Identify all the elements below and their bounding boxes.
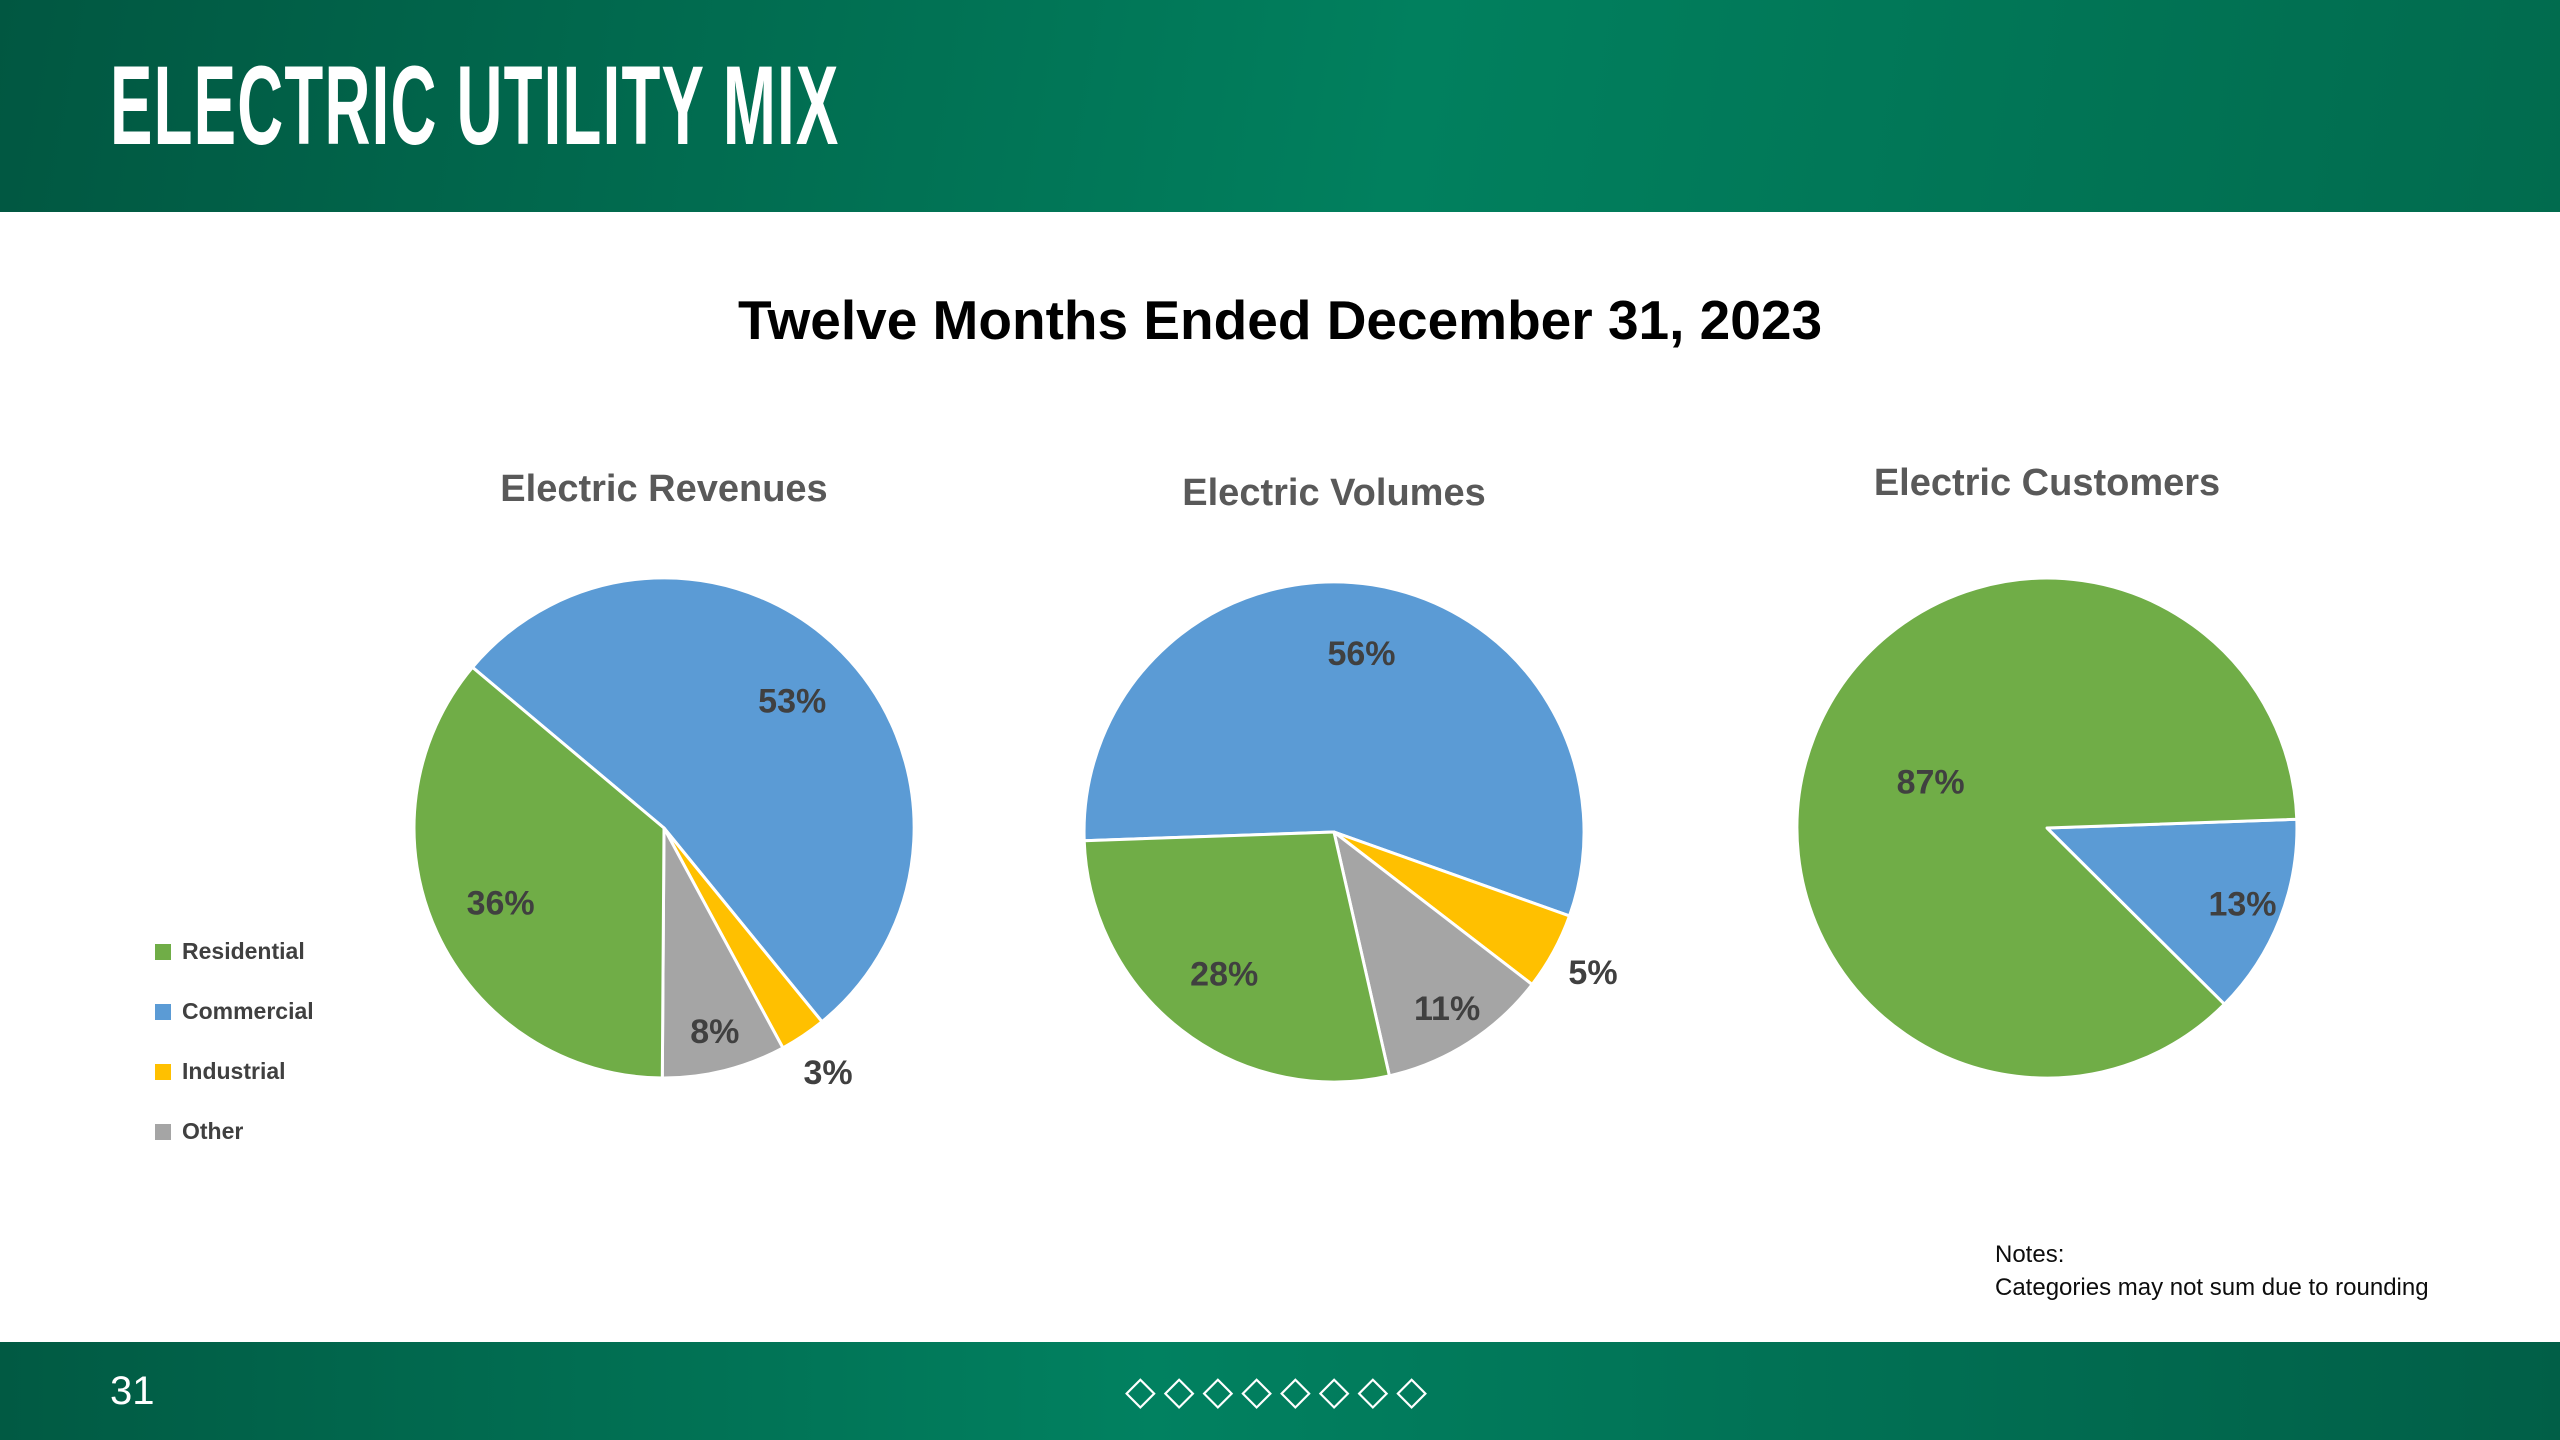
pie-slice-commercial bbox=[471, 576, 916, 1024]
pie-slice-commercial bbox=[1082, 580, 1586, 918]
slide-title: ELECTRIC UTILITY MIX bbox=[110, 42, 840, 169]
page-number: 31 bbox=[110, 1369, 155, 1413]
footer-diamond-logos: ◇◇◇◇◇◇◇◇ bbox=[1124, 1369, 1436, 1413]
pie-value-label-other: 11% bbox=[1414, 990, 1480, 1028]
chart-electric-volumes: Electric Volumes 56% 5% 11% 28% bbox=[1064, 472, 1618, 1102]
notes-text: Categories may not sum due to rounding bbox=[1995, 1274, 2429, 1301]
pie-value-label-commercial: 56% bbox=[1327, 635, 1395, 673]
pie-value-label-residential: 87% bbox=[1897, 763, 1965, 801]
legend-item-residential: Residential bbox=[155, 938, 314, 965]
chart-legend: Residential Commercial Industrial Other bbox=[155, 938, 314, 1145]
legend-swatch-other bbox=[155, 1123, 171, 1140]
pie-slice-other bbox=[1332, 830, 1534, 1078]
pie-chart-electric-customers: 13% 87% bbox=[1795, 576, 2299, 1080]
pie-slice-residential bbox=[1082, 830, 1391, 1084]
footer-bar: 31 ◇◇◇◇◇◇◇◇ bbox=[0, 1342, 2560, 1440]
pie-value-label-other: 8% bbox=[690, 1013, 739, 1051]
chart-electric-revenues: Electric Revenues 53% 3% 8% 36% bbox=[394, 468, 934, 1098]
chart-title-electric-revenues: Electric Revenues bbox=[500, 468, 828, 510]
chart-title-electric-volumes: Electric Volumes bbox=[1182, 472, 1486, 514]
pie-value-label-residential: 36% bbox=[467, 885, 535, 923]
pie-value-label-industrial: 3% bbox=[804, 1054, 853, 1092]
pie-chart-electric-volumes: 56% 5% 11% 28% bbox=[1082, 580, 1618, 1084]
legend-label-other: Other bbox=[182, 1118, 244, 1144]
pie-slice-other bbox=[660, 826, 785, 1080]
pie-slice-residential bbox=[412, 665, 666, 1080]
pie-value-label-residential: 28% bbox=[1190, 956, 1258, 994]
legend-swatch-commercial bbox=[155, 1003, 171, 1020]
legend-label-commercial: Commercial bbox=[182, 998, 314, 1024]
legend-swatch-residential bbox=[155, 943, 171, 960]
legend-item-commercial: Commercial bbox=[155, 998, 314, 1025]
notes-block: Notes: Categories may not sum due to rou… bbox=[1995, 1238, 2429, 1304]
header-bar: ELECTRIC UTILITY MIX bbox=[0, 0, 2560, 212]
pie-value-label-commercial: 53% bbox=[758, 683, 826, 721]
pie-chart-electric-revenues: 53% 3% 8% 36% bbox=[412, 576, 916, 1092]
pie-slice-commercial bbox=[2045, 817, 2299, 1006]
legend-label-residential: Residential bbox=[182, 938, 305, 964]
pie-value-label-industrial: 5% bbox=[1568, 954, 1617, 992]
chart-electric-customers: Electric Customers 13% 87% bbox=[1777, 462, 2317, 1098]
legend-item-industrial: Industrial bbox=[155, 1058, 314, 1085]
notes-heading: Notes: bbox=[1995, 1241, 2065, 1268]
legend-swatch-industrial bbox=[155, 1063, 171, 1080]
pie-slice-residential bbox=[1795, 576, 2299, 1080]
pie-value-label-commercial: 13% bbox=[2208, 886, 2276, 924]
chart-title-electric-customers: Electric Customers bbox=[1873, 462, 2221, 504]
legend-item-other: Other bbox=[155, 1118, 314, 1145]
slide-subtitle: Twelve Months Ended December 31, 2023 bbox=[737, 289, 1823, 351]
legend-label-industrial: Industrial bbox=[182, 1058, 286, 1084]
